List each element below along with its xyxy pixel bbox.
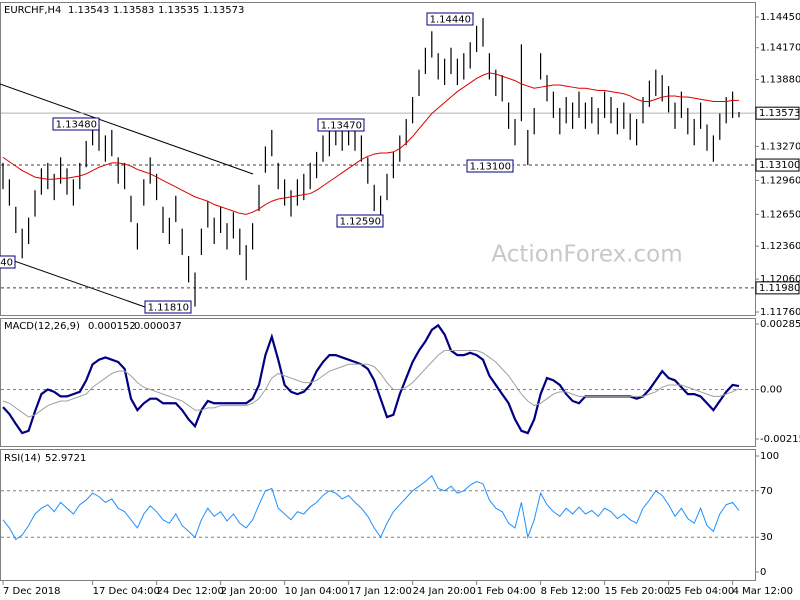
- x-tick-label: 15 Feb 20:00: [605, 586, 671, 597]
- series-line: [2, 350, 740, 418]
- trend-line: [0, 255, 146, 308]
- header-open: 1.13543: [68, 5, 109, 16]
- macd-panel: [0, 318, 756, 447]
- annotation-box: [144, 300, 192, 314]
- macd-title: MACD(12,26,9): [4, 321, 80, 332]
- y-tick-label: 100: [760, 451, 779, 462]
- y-tick-label: 1.12360: [760, 241, 800, 252]
- y-tick-label: 1.13880: [760, 75, 800, 86]
- annotation: 1.13100: [470, 162, 511, 173]
- x-tick-label: 8 Feb 12:00: [541, 586, 600, 597]
- series-line: [2, 474, 740, 541]
- x-tick-label: 17 Jan 12:00: [349, 586, 412, 597]
- header-low: 1.13535: [158, 5, 199, 16]
- chart-title: EURCHF,H4: [4, 5, 61, 16]
- moving-average: [2, 72, 739, 215]
- y-tick-label: 1.11760: [760, 307, 800, 318]
- y-tick-label: 30: [760, 532, 773, 543]
- y-tick-label: 1.14170: [760, 43, 800, 54]
- x-tick-label: 25 Feb 04:00: [669, 586, 735, 597]
- annotation-box: [466, 159, 514, 173]
- annotation: 1.13470: [321, 121, 362, 132]
- annotation: 1.13480: [56, 120, 97, 131]
- y-tick-label: 1.13270: [760, 141, 800, 152]
- level-label: 1.11980: [759, 283, 800, 294]
- level-box: [755, 106, 800, 120]
- x-tick-label: 24 Jan 20:00: [413, 586, 476, 597]
- header-high: 1.13583: [113, 5, 154, 16]
- header-close: 1.13573: [203, 5, 244, 16]
- x-tick-label: 4 Mar 12:00: [733, 586, 793, 597]
- x-tick-label: 1 Feb 04:00: [477, 586, 536, 597]
- level-box: [755, 158, 800, 172]
- y-tick-label: 1.12960: [760, 175, 800, 186]
- y-tick-label: 0: [760, 567, 766, 578]
- level-label: 1.13100: [759, 160, 800, 171]
- watermark: ActionForex.com: [491, 242, 682, 268]
- annotation-box: [52, 117, 100, 131]
- x-tick-label: 2 Jan 20:00: [221, 586, 278, 597]
- x-tick-label: 7 Dec 2018: [3, 586, 61, 597]
- annotation-box: [0, 255, 16, 269]
- annotation-box: [336, 214, 384, 228]
- annotation-box: [426, 12, 474, 26]
- x-tick-label: 24 Dec 12:00: [157, 586, 224, 597]
- rsi-value: 52.9721: [45, 453, 86, 464]
- y-tick-label: 70: [760, 486, 773, 497]
- macd-value: 0.000152: [88, 321, 136, 332]
- y-tick-label: 1.12060: [760, 274, 800, 285]
- signal-value: 0.000037: [134, 321, 182, 332]
- level-box: [755, 281, 800, 295]
- rsi-title: RSI(14): [4, 453, 41, 464]
- y-tick-label: 0.00: [760, 385, 782, 396]
- x-tick-label: 17 Dec 04:00: [93, 586, 160, 597]
- annotation: 1.12590: [340, 217, 381, 228]
- level-label: 1.13573: [759, 108, 800, 119]
- annotation: 1.11810: [148, 303, 189, 314]
- y-tick-label: 1.12650: [760, 209, 800, 220]
- trend-line: [0, 83, 254, 175]
- annotation: 40: [0, 258, 13, 269]
- annotation-box: [317, 118, 365, 132]
- rsi-panel: [0, 449, 756, 581]
- y-tick-label: -0.002158: [760, 434, 800, 445]
- y-tick-label: 0.002858: [760, 319, 800, 330]
- x-tick-label: 10 Jan 04:00: [285, 586, 348, 597]
- y-tick-label: 1.14450: [760, 12, 800, 23]
- annotation: 1.14440: [430, 15, 471, 26]
